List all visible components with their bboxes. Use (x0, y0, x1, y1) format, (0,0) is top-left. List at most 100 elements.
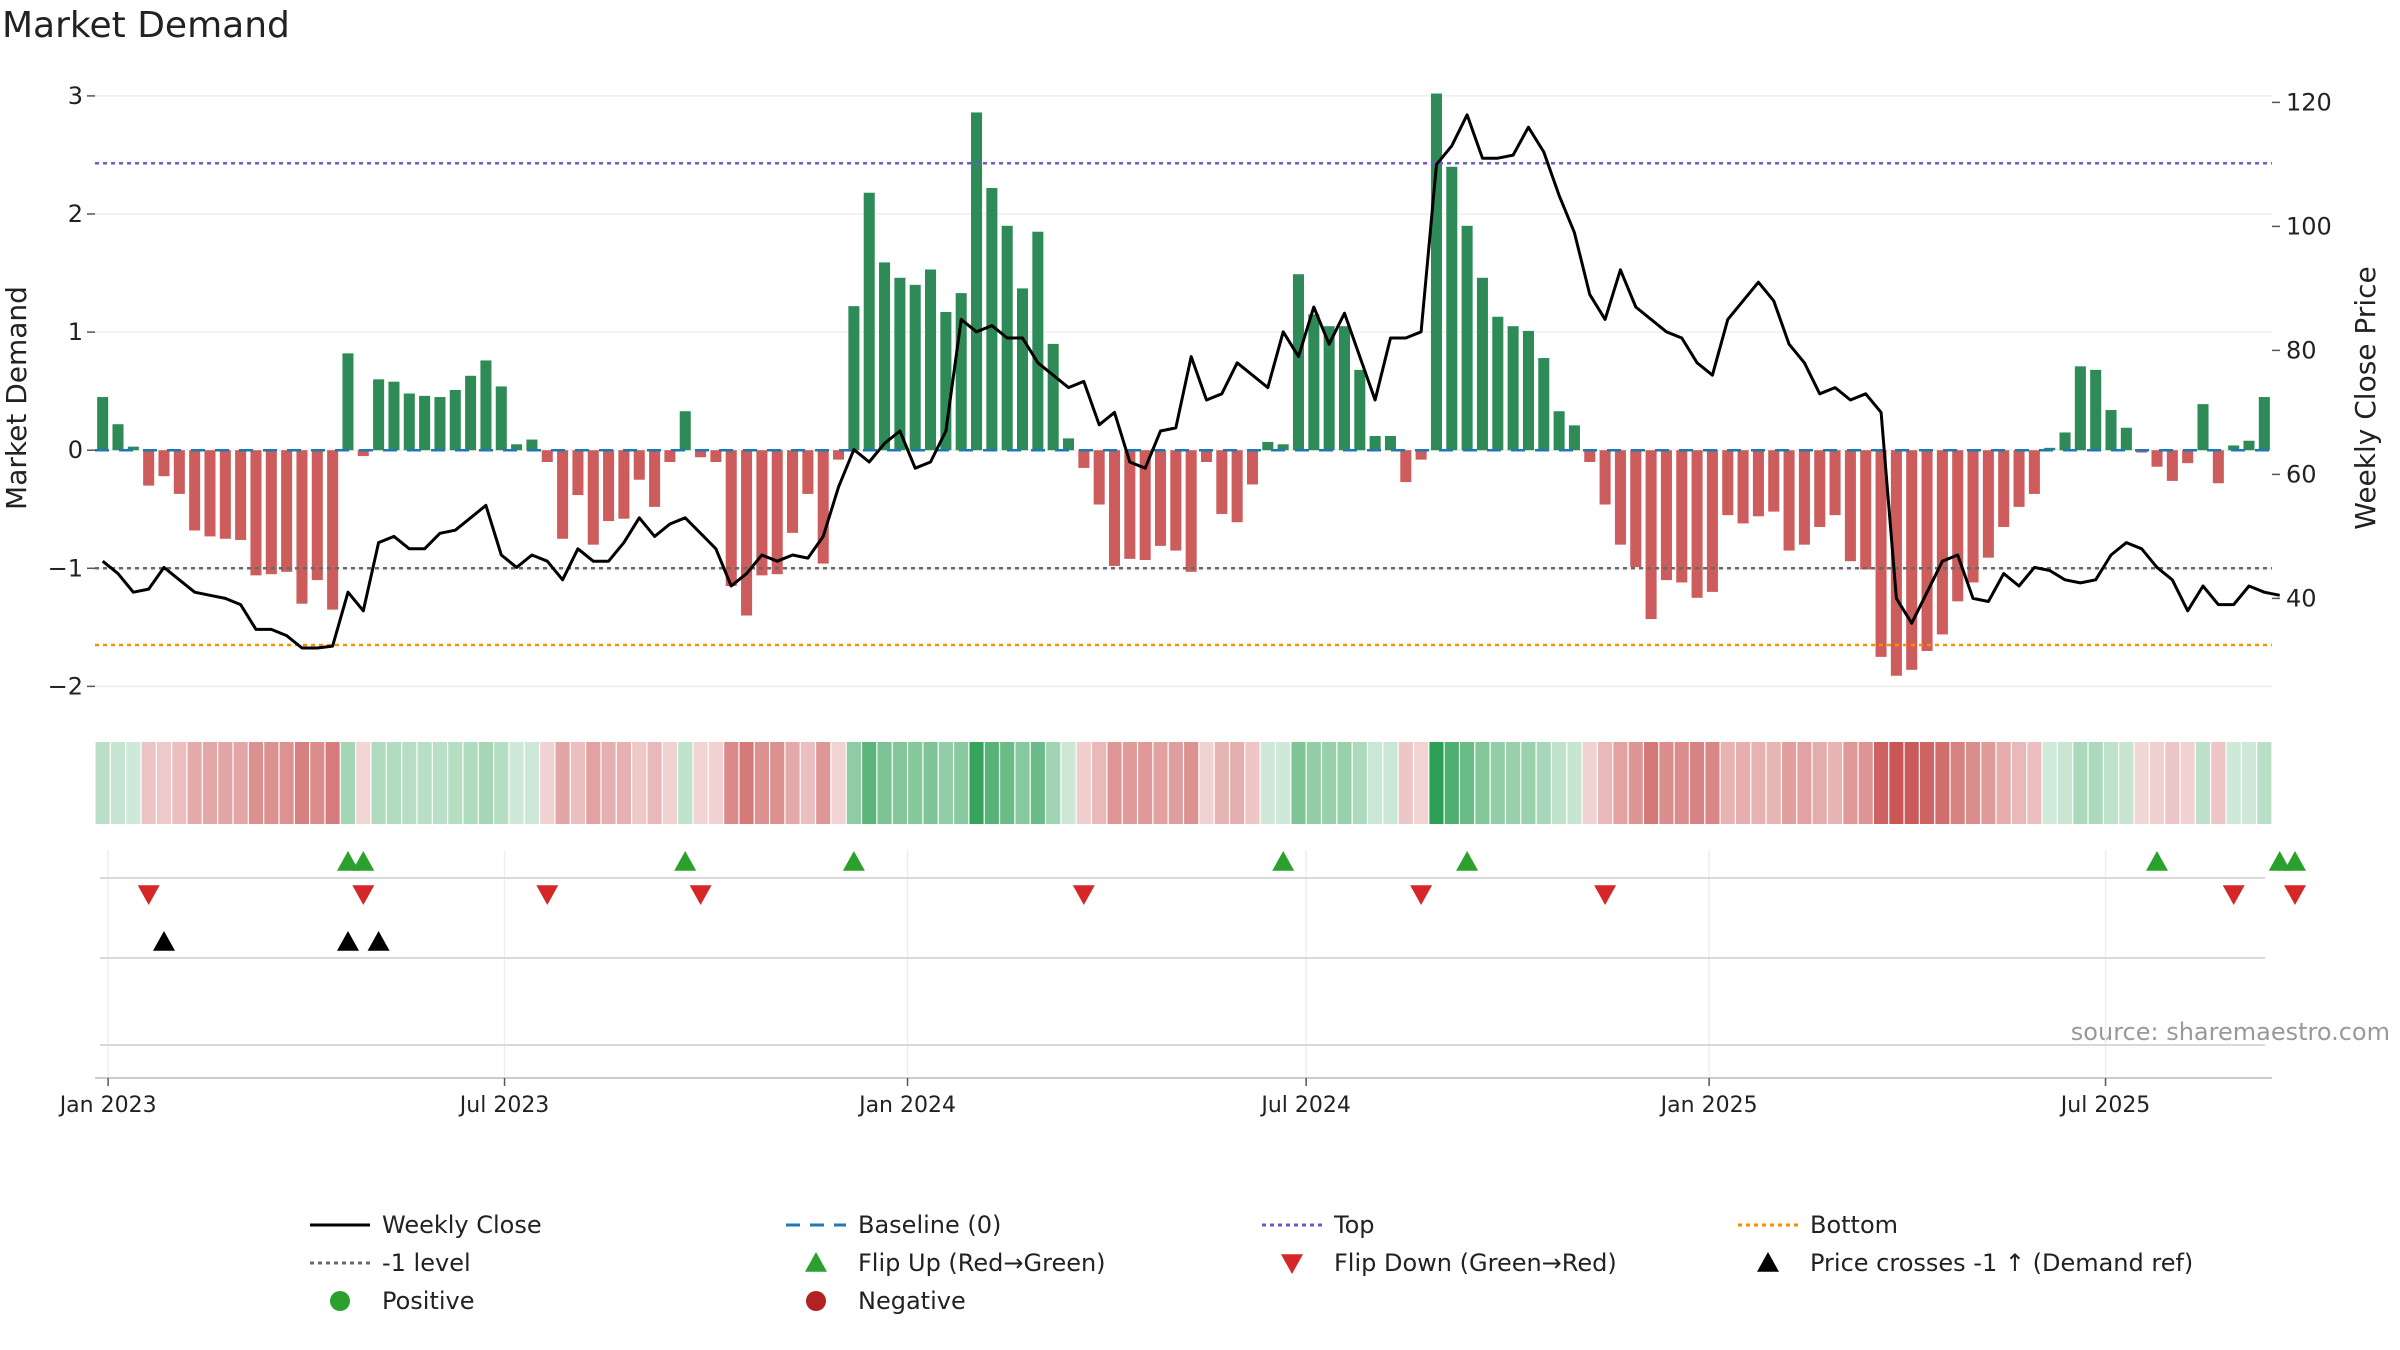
legend-swatch-triangle-down (1281, 1254, 1303, 1274)
demand-bar (480, 360, 492, 451)
heat-cell (1828, 742, 1843, 824)
heat-cell (279, 742, 294, 824)
heat-cell (1168, 742, 1183, 824)
source-credit: source: sharemaestro.com (2071, 1018, 2390, 1046)
demand-bar (1691, 450, 1703, 598)
demand-bar (1936, 450, 1948, 635)
heat-cell (202, 742, 218, 824)
demand-bar (1737, 450, 1749, 524)
heat-cell (1521, 742, 1536, 824)
heat-cell (1352, 742, 1367, 824)
demand-bar (848, 306, 860, 451)
demand-bar (2258, 397, 2270, 451)
demand-bar (511, 444, 523, 451)
demand-bar (1154, 450, 1167, 546)
demand-bar (756, 450, 768, 576)
flip-up-marker (842, 851, 865, 871)
demand-bar (434, 397, 446, 451)
heat-cell (1322, 742, 1337, 824)
demand-bar (971, 112, 983, 451)
heat-cell (616, 742, 631, 824)
flip-down-marker (689, 885, 712, 905)
heat-cell (218, 742, 233, 824)
y2-tick-label: 120 (2286, 88, 2332, 116)
y2-tick-label: 60 (2286, 460, 2317, 488)
heat-cell (724, 742, 739, 824)
demand-bar (357, 450, 369, 457)
heat-cell (1337, 742, 1352, 824)
demand-bar (1722, 450, 1734, 516)
demand-bar (2028, 450, 2040, 494)
legend-label: Price crosses -1 ↑ (Demand ref) (1810, 1249, 2193, 1277)
heat-cell (1598, 742, 1613, 824)
legend-label: Bottom (1810, 1211, 1898, 1239)
heat-cell (892, 742, 907, 824)
demand-bar (1292, 274, 1305, 451)
heat-cell (2027, 742, 2042, 824)
demand-bar (1369, 436, 1381, 451)
heat-cell (371, 742, 386, 824)
heat-cell (785, 742, 800, 824)
x-axis-ticks: Jan 2023 Jul 2023 Jan 2024 Jul 2024 Jan 2025… (58, 1078, 2150, 1118)
demand-bar (649, 450, 661, 507)
heat-cell (386, 742, 402, 824)
demand-bar (2090, 369, 2102, 451)
demand-bar (311, 450, 323, 581)
demand-bar (419, 395, 431, 451)
heat-cell (1797, 742, 1812, 824)
heat-cell (800, 742, 815, 824)
price-cross-marker (337, 931, 359, 951)
heat-cell (1429, 742, 1444, 824)
demand-heat-strip (95, 742, 2272, 824)
demand-bar (127, 446, 139, 451)
demand-bar (143, 450, 155, 486)
legend-label: Flip Down (Green→Red) (1334, 1249, 1617, 1277)
demand-bar (603, 450, 615, 522)
heat-cell (1015, 742, 1030, 824)
demand-bar (2197, 404, 2209, 451)
legend-label: Weekly Close (382, 1211, 542, 1239)
demand-bar (587, 450, 599, 545)
demand-bar (189, 450, 201, 531)
demand-bar (219, 450, 231, 539)
demand-bar (1400, 450, 1412, 483)
heat-cell (1843, 742, 1858, 824)
heat-cell (1214, 742, 1229, 824)
demand-bar (1538, 358, 1550, 451)
y2-axis-label: Weekly Close Price (2349, 266, 2382, 529)
heat-cell (1904, 742, 1919, 824)
demand-bar (541, 450, 553, 462)
heat-cell (524, 742, 539, 824)
demand-bar (679, 411, 691, 451)
demand-bar (2074, 366, 2086, 451)
demand-bar (894, 277, 906, 451)
heat-cell (1659, 742, 1674, 824)
heat-cell (831, 742, 846, 824)
demand-bar (802, 450, 814, 494)
heat-cell (1153, 742, 1168, 824)
demand-bar (1814, 450, 1826, 527)
heat-cell (248, 742, 264, 824)
demand-bar (833, 450, 845, 460)
heat-cell (938, 742, 953, 824)
demand-bar (1354, 369, 1366, 451)
demand-bar (2105, 410, 2117, 451)
flip-up-marker (674, 851, 697, 871)
heat-cell (2165, 742, 2180, 824)
demand-bar (741, 450, 753, 616)
heat-cell (1705, 742, 1720, 824)
flip-down-marker (1072, 885, 1095, 905)
heat-cell (417, 742, 432, 824)
demand-bar (1476, 277, 1488, 451)
heat-cell (1184, 742, 1199, 824)
demand-bar (327, 450, 339, 610)
heat-cell (2134, 742, 2149, 824)
legend-swatch-dot (330, 1291, 350, 1311)
demand-bar (725, 450, 737, 586)
demand-bar (1706, 450, 1718, 592)
heat-cell (110, 742, 126, 824)
demand-bars (97, 93, 2270, 676)
price-cross-marker (153, 931, 175, 951)
heat-cell (294, 742, 310, 824)
